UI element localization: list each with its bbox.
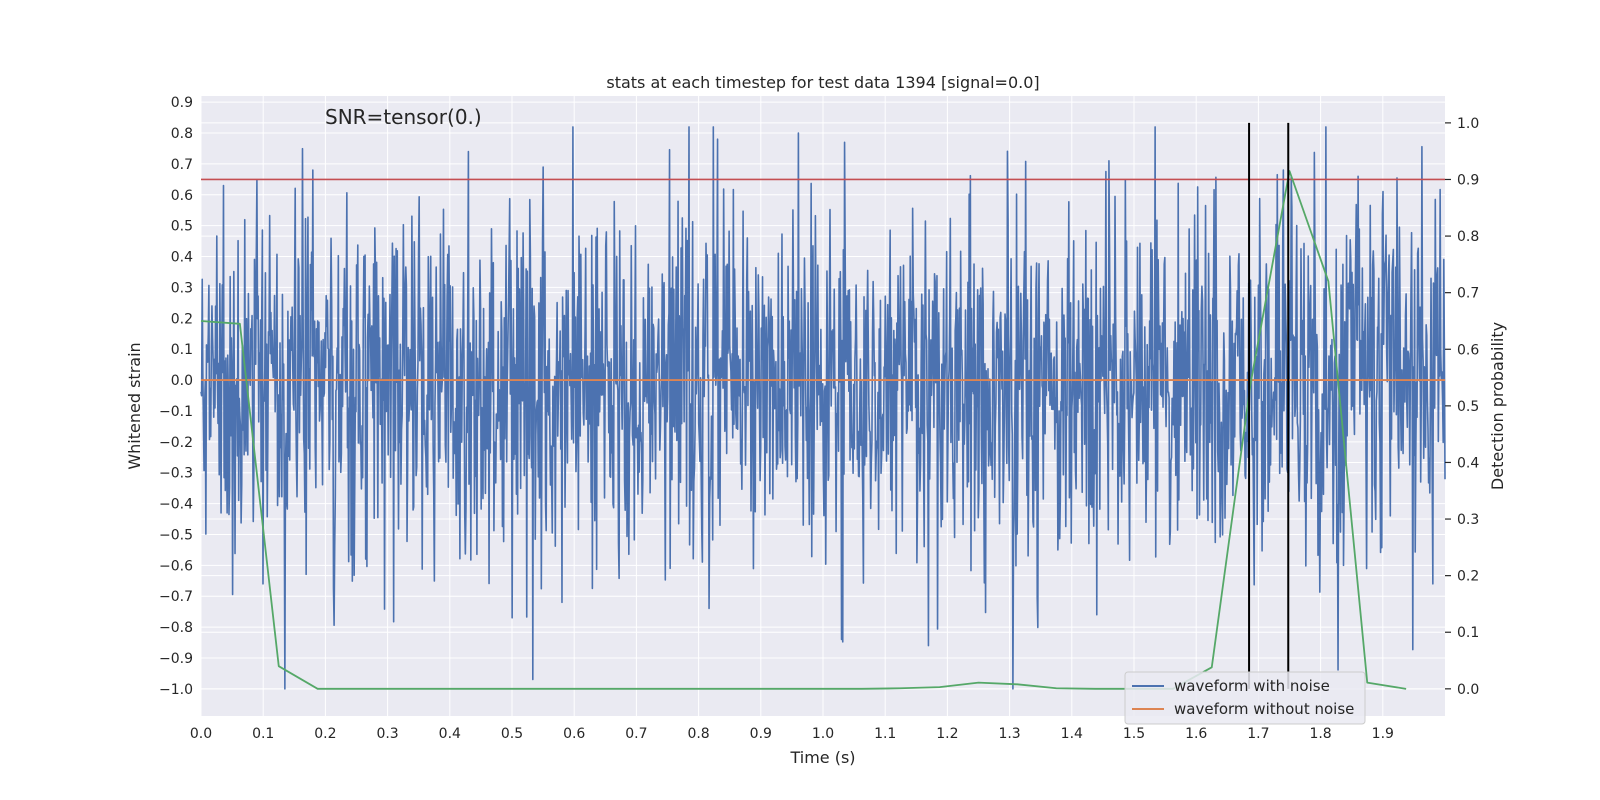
legend-label-waveform-without-noise: waveform without noise: [1174, 700, 1354, 718]
y-tick-label: 0.9: [171, 95, 193, 111]
x-tick-label: 1.6: [1185, 726, 1207, 742]
x-tick-label: 1.1: [874, 726, 896, 742]
y-tick-label: −0.3: [159, 466, 193, 482]
legend: waveform with noise waveform without noi…: [1124, 671, 1366, 725]
x-tick-label: 0.8: [687, 726, 709, 742]
y2-tick-label: 0.7: [1457, 286, 1479, 302]
y-tick-label: 0.2: [171, 311, 193, 327]
x-tick-label: 0.4: [439, 726, 461, 742]
y-tick-label: 0.5: [171, 219, 193, 235]
y-tick-label: 0.3: [171, 280, 193, 296]
y-tick-label: 0.6: [171, 188, 193, 204]
legend-box: [1124, 671, 1366, 725]
x-tick-label: 0.5: [501, 726, 523, 742]
y-tick-label: −0.4: [159, 497, 193, 513]
y2-axis-label: Detection probability: [1488, 322, 1507, 490]
x-tick-label: 1.5: [1123, 726, 1145, 742]
y-axis-ticks: 0.9 0.8 0.7 0.6 0.5 0.4 0.3 0.2 0.1 0.0 −0.1 −0.2 −0…: [159, 95, 193, 698]
y-tick-label: −1.0: [159, 682, 193, 698]
y-tick-label: −0.6: [159, 558, 193, 574]
x-tick-label: 1.4: [1061, 726, 1083, 742]
y-tick-label: 0.4: [171, 250, 193, 266]
y2-tick-label: 0.9: [1457, 172, 1479, 188]
x-tick-label: 0.2: [314, 726, 336, 742]
y2-axis-ticks: 1.0 0.9 0.8 0.7 0.6 0.5 0.4 0.3 0.2 0.1 0.0: [1445, 116, 1479, 698]
y2-tick-label: 0.5: [1457, 399, 1479, 415]
x-tick-label: 0.0: [190, 726, 212, 742]
series-detection-probability: [200, 170, 1407, 690]
y-axis-label: Whitened strain: [125, 342, 144, 469]
x-tick-label: 0.9: [750, 726, 772, 742]
x-axis-label: Time (s): [789, 748, 855, 767]
y-tick-label: 0.7: [171, 157, 193, 173]
series-waveform-with-noise: [200, 126, 1446, 690]
y2-tick-label: 0.1: [1457, 625, 1479, 641]
y2-tick-label: 0.2: [1457, 569, 1479, 585]
x-tick-label: 0.6: [563, 726, 585, 742]
y-tick-label: 0.8: [171, 126, 193, 142]
x-tick-label: 1.2: [936, 726, 958, 742]
y-tick-label: −0.8: [159, 620, 193, 636]
x-tick-label: 0.1: [252, 726, 274, 742]
x-tick-label: 1.0: [812, 726, 834, 742]
snr-annotation: SNR=tensor(0.): [325, 105, 482, 129]
waveform-with-noise-line: [200, 126, 1446, 690]
y-tick-label: 0.0: [171, 373, 193, 389]
y2-tick-label: 1.0: [1457, 116, 1479, 132]
x-tick-label: 1.8: [1309, 726, 1331, 742]
vertical-markers: [1248, 122, 1290, 689]
y-tick-label: 0.1: [171, 342, 193, 358]
x-tick-label: 0.3: [376, 726, 398, 742]
y2-tick-label: 0.8: [1457, 229, 1479, 245]
chart-title: stats at each timestep for test data 139…: [606, 73, 1039, 92]
y2-tick-label: 0.0: [1457, 682, 1479, 698]
y-tick-label: −0.2: [159, 435, 193, 451]
y-tick-label: −0.1: [159, 404, 193, 420]
x-tick-label: 0.7: [625, 726, 647, 742]
x-tick-label: 1.7: [1247, 726, 1269, 742]
y2-tick-label: 0.3: [1457, 512, 1479, 528]
x-tick-label: 1.9: [1372, 726, 1394, 742]
y-tick-label: −0.5: [159, 527, 193, 543]
legend-label-waveform-with-noise: waveform with noise: [1174, 677, 1330, 695]
y2-tick-label: 0.6: [1457, 342, 1479, 358]
x-tick-label: 1.3: [998, 726, 1020, 742]
x-axis-ticks: 0.0 0.1 0.2 0.3 0.4 0.5 0.6 0.7 0.8 0.9 1.0 1.1 1.2 1…: [190, 726, 1394, 742]
y-tick-label: −0.9: [159, 651, 193, 667]
y-tick-label: −0.7: [159, 589, 193, 605]
detection-probability-line: [200, 170, 1407, 690]
y2-tick-label: 0.4: [1457, 455, 1479, 471]
